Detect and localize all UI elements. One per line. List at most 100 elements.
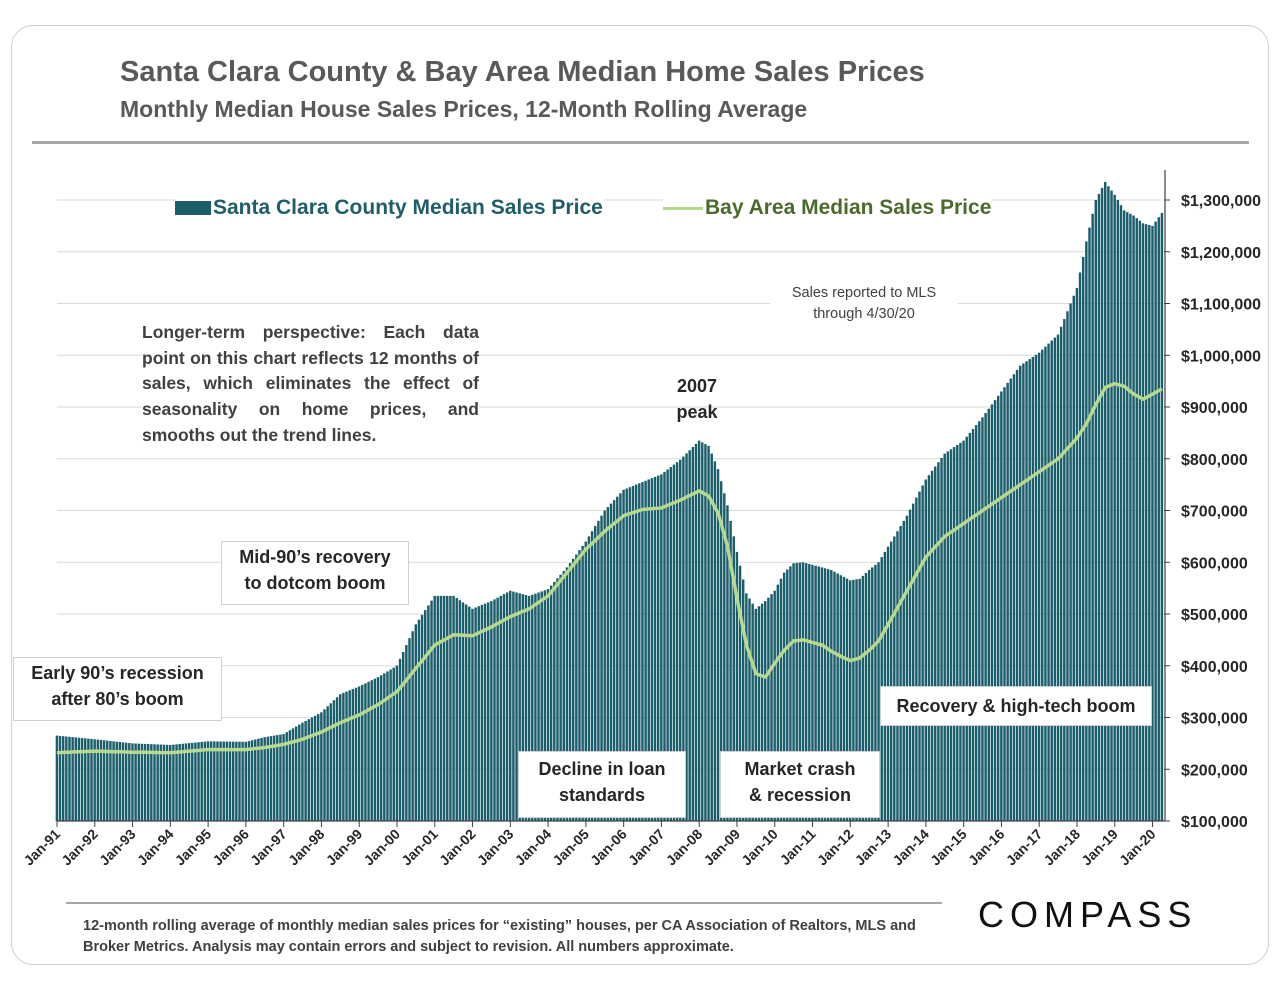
santa-clara-bar [1085, 241, 1088, 821]
santa-clara-bar [622, 489, 625, 821]
peak-label-line-1: 2007 [676, 376, 718, 396]
x-tick-label: Jan-96 [209, 826, 252, 869]
x-tick-label: Jan-01 [398, 826, 441, 869]
santa-clara-bar [128, 743, 131, 821]
santa-clara-bar [1100, 187, 1104, 822]
santa-clara-bar [420, 614, 424, 821]
santa-clara-bar [647, 479, 650, 821]
santa-clara-bar [238, 741, 241, 821]
peak-label-line-2: peak [676, 402, 718, 422]
santa-clara-bar [628, 487, 632, 821]
santa-clara-bar [864, 572, 868, 821]
y-tick-label: $200,000 [1181, 762, 1248, 779]
santa-clara-bar [978, 421, 981, 821]
santa-clara-bar [732, 536, 735, 821]
compass-logo: COMPASS [978, 894, 1198, 935]
santa-clara-bar [669, 467, 673, 821]
santa-clara-bar [524, 595, 528, 821]
santa-clara-bar [833, 571, 836, 821]
santa-clara-bar [357, 686, 361, 821]
mls-note: Sales reported to MLS through 4/30/20 [770, 283, 958, 325]
santa-clara-bar [219, 741, 222, 821]
santa-clara-bar [660, 474, 663, 821]
x-tick-label: Jan-10 [738, 826, 781, 869]
santa-clara-bar [820, 567, 824, 821]
santa-clara-bar [367, 681, 370, 821]
santa-clara-bar [1129, 213, 1132, 822]
santa-clara-bar [587, 536, 591, 821]
santa-clara-bar [767, 597, 770, 821]
santa-clara-bar [165, 744, 169, 821]
santa-clara-bar [461, 602, 465, 821]
santa-clara-bar [867, 570, 871, 821]
santa-clara-bar [527, 595, 531, 821]
mls-note-line-2: through 4/30/20 [813, 306, 915, 322]
santa-clara-bar [798, 562, 802, 821]
santa-clara-bar [1031, 356, 1035, 821]
chart-subtitle: Monthly Median House Sales Prices, 12-Mo… [120, 96, 808, 122]
santa-clara-bar [1091, 213, 1094, 822]
santa-clara-bar [886, 546, 890, 821]
santa-clara-bar [559, 574, 562, 821]
x-tick-label: Jan-06 [587, 826, 630, 869]
santa-clara-bar [257, 738, 260, 821]
x-tick-label: Jan-97 [247, 826, 290, 869]
santa-clara-bar [137, 743, 140, 821]
y-tick-label: $100,000 [1181, 814, 1248, 831]
santa-clara-bar [893, 536, 896, 821]
legend-bay-area-label: Bay Area Median Sales Price [705, 196, 992, 219]
santa-clara-bar [663, 471, 666, 821]
santa-clara-bar [471, 608, 474, 821]
santa-clara-bar [716, 469, 720, 821]
santa-clara-bar [401, 651, 405, 821]
y-tick-label: $1,300,000 [1181, 193, 1261, 210]
santa-clara-bar [329, 703, 333, 821]
santa-clara-bar [181, 743, 185, 821]
santa-clara-bar [1141, 223, 1145, 822]
santa-clara-bar [395, 665, 399, 821]
x-tick-label: Jan-12 [814, 826, 857, 869]
santa-clara-bar [786, 569, 789, 821]
x-tick-label: Jan-20 [1116, 826, 1159, 869]
santa-clara-bar [446, 595, 449, 821]
x-tick-label: Jan-07 [625, 826, 668, 869]
santa-clara-bar [817, 566, 820, 821]
santa-clara-bar [269, 736, 273, 821]
santa-clara-bar [1088, 227, 1091, 822]
santa-clara-bar [952, 447, 956, 821]
santa-clara-bar [392, 667, 395, 821]
santa-clara-bar [74, 737, 78, 821]
santa-clara-bar [449, 595, 452, 821]
santa-clara-bar [436, 595, 440, 821]
santa-clara-bar [266, 736, 270, 821]
santa-clara-bar [93, 739, 96, 821]
santa-clara-bar [675, 462, 679, 821]
santa-clara-bar [260, 737, 263, 821]
santa-clara-bar [1104, 181, 1107, 821]
santa-clara-bar [313, 715, 317, 821]
santa-clara-bar [115, 741, 118, 821]
santa-clara-bar [156, 744, 159, 821]
santa-clara-bar [178, 744, 181, 821]
santa-clara-bar [272, 735, 276, 821]
santa-clara-bar [1009, 378, 1013, 821]
x-tick-label: Jan-04 [512, 826, 555, 869]
santa-clara-bar [486, 602, 490, 821]
santa-clara-bar [1081, 256, 1085, 821]
santa-clara-bar [634, 484, 638, 821]
early90-line-1: Early 90’s recession [31, 663, 204, 683]
santa-clara-bar [1006, 382, 1009, 821]
santa-clara-bar [298, 724, 301, 821]
santa-clara-bar [804, 563, 808, 821]
santa-clara-bar [65, 736, 68, 821]
x-tick-label: Jan-98 [285, 826, 328, 869]
santa-clara-bar [134, 743, 137, 821]
santa-clara-bar [285, 732, 288, 821]
santa-clara-bar [609, 503, 613, 821]
santa-clara-bar [1063, 319, 1066, 821]
santa-clara-bar [1034, 354, 1038, 821]
santa-clara-bar [502, 594, 506, 821]
santa-clara-bar [521, 594, 525, 821]
santa-clara-bar [187, 743, 191, 821]
